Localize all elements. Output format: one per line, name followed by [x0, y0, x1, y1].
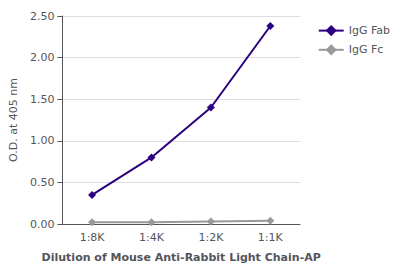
svg-text:2.00: 2.00	[30, 51, 55, 64]
svg-text:1:4K: 1:4K	[139, 231, 165, 244]
svg-text:O.D. at 405 nm: O.D. at 405 nm	[7, 78, 20, 162]
svg-text:1:8K: 1:8K	[80, 231, 106, 244]
svg-text:1:1K: 1:1K	[258, 231, 284, 244]
svg-text:IgG Fc: IgG Fc	[349, 43, 384, 56]
svg-text:Dilution of Mouse Anti-Rabbit: Dilution of Mouse Anti-Rabbit Light Chai…	[42, 251, 321, 264]
svg-text:2.50: 2.50	[30, 10, 55, 23]
svg-text:1.50: 1.50	[30, 93, 55, 106]
svg-text:IgG Fab: IgG Fab	[349, 24, 390, 37]
svg-text:0.50: 0.50	[30, 176, 55, 189]
svg-text:0.00: 0.00	[30, 218, 55, 231]
svg-text:1.00: 1.00	[30, 134, 55, 147]
svg-text:1:2K: 1:2K	[198, 231, 224, 244]
